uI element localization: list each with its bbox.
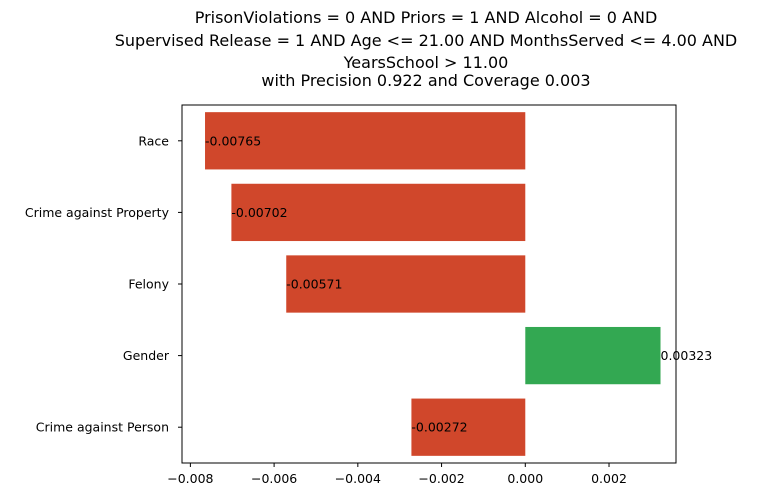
x-tick-label: −0.004 <box>335 471 381 486</box>
title-line-4: with Precision 0.922 and Coverage 0.003 <box>261 71 590 90</box>
x-axis-ticks: −0.008 −0.006 −0.004 −0.002 0.000 0.002 <box>167 463 627 486</box>
bar-crime-against-person <box>411 398 526 456</box>
x-tick-label: −0.006 <box>251 471 297 486</box>
value-label-felony: -0.00571 <box>286 277 342 292</box>
bar-value-labels: -0.00765 -0.00702 -0.00571 0.00323 -0.00272 <box>205 133 712 434</box>
title-line-3: YearsSchool > 11.00 <box>343 53 509 72</box>
bars <box>205 112 661 456</box>
x-tick-label: 0.002 <box>591 471 627 486</box>
y-tick-label-crime-against-property: Crime against Property <box>25 205 170 220</box>
y-tick-label-race: Race <box>138 133 169 148</box>
x-tick-label: 0.000 <box>507 471 543 486</box>
y-tick-label-crime-against-person: Crime against Person <box>36 420 169 435</box>
bar-gender <box>525 326 661 385</box>
y-axis-ticks: Race Crime against Property Felony Gender Cr… <box>25 133 182 435</box>
y-tick-label-felony: Felony <box>128 277 169 292</box>
title-line-1: PrisonViolations = 0 AND Priors = 1 AND … <box>195 8 658 27</box>
title-line-2: Supervised Release = 1 AND Age <= 21.00 … <box>115 31 738 50</box>
value-label-crime-against-person: -0.00272 <box>411 420 467 435</box>
y-tick-label-gender: Gender <box>123 348 170 363</box>
x-tick-label: −0.008 <box>167 471 213 486</box>
bar-race <box>205 112 526 170</box>
bar-crime-against-property <box>231 183 526 242</box>
bar-felony <box>286 255 526 313</box>
value-label-race: -0.00765 <box>205 133 261 148</box>
value-label-gender: 0.00323 <box>661 348 713 363</box>
chart-title: PrisonViolations = 0 AND Priors = 1 AND … <box>115 8 738 90</box>
value-label-crime-against-property: -0.00702 <box>231 205 287 220</box>
x-tick-label: −0.002 <box>418 471 464 486</box>
